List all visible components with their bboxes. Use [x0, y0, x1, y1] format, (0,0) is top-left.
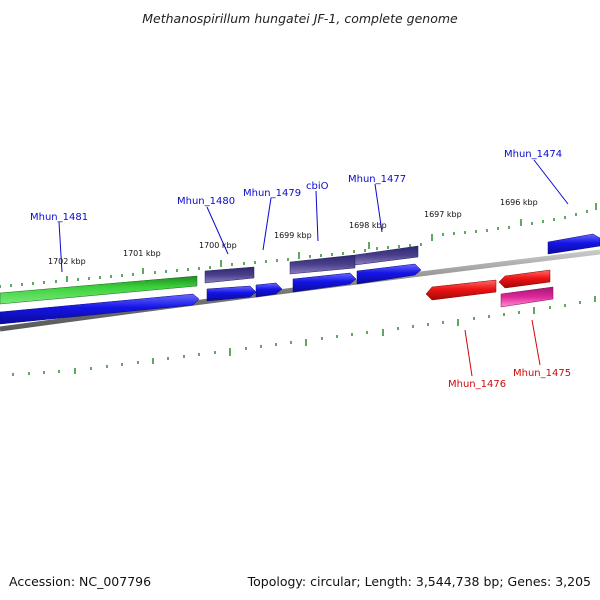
gene-label-cbio[interactable]: cbiO [306, 181, 329, 192]
kbp-label-1698: 1698 kbp [349, 221, 387, 230]
kbp-label-1699: 1699 kbp [274, 231, 312, 240]
cds-arrow-mhun-1480[interactable] [204, 266, 255, 284]
kbp-label-1700: 1700 kbp [199, 241, 237, 250]
genome-summary-text: Topology: circular; Length: 3,544,738 bp… [247, 574, 591, 589]
kbp-label-1697: 1697 kbp [424, 210, 462, 219]
cds-arrow-mhun-1474[interactable] [547, 233, 600, 255]
cds-arrow-blue-left[interactable] [0, 293, 200, 325]
kbp-label-1701: 1701 kbp [123, 249, 161, 258]
cds-arrow-mhun-1475-red[interactable] [498, 269, 551, 289]
gene-label-mhun-1474[interactable]: Mhun_1474 [504, 149, 562, 160]
gene-label-mhun-1476[interactable]: Mhun_1476 [448, 379, 506, 390]
cds-arrow-mhun-1477-blue[interactable] [356, 263, 422, 285]
cds-arrow-mhun-1477[interactable] [354, 245, 419, 266]
cds-arrow-mhun-1481[interactable] [0, 275, 198, 305]
cds-arrow-mhun-1479[interactable] [255, 282, 283, 298]
accession-text: Accession: NC_007796 [9, 574, 151, 589]
gene-label-mhun-1480[interactable]: Mhun_1480 [177, 196, 235, 207]
cds-arrow-mhun-1476[interactable] [425, 279, 497, 301]
map-title: Methanospirillum hungatei JF-1, complete… [142, 11, 458, 26]
kbp-label-1702: 1702 kbp [48, 257, 86, 266]
leader-lines [58, 159, 569, 377]
cds-arrow-cbio-blue[interactable] [292, 272, 357, 293]
gene-label-mhun-1481[interactable]: Mhun_1481 [30, 212, 88, 223]
gene-label-mhun-1479[interactable]: Mhun_1479 [243, 188, 301, 199]
cds-arrow-mhun-1475[interactable] [500, 286, 554, 308]
cds-arrow-cbio[interactable] [289, 254, 356, 275]
kbp-label-1696: 1696 kbp [500, 198, 538, 207]
gene-label-mhun-1475[interactable]: Mhun_1475 [513, 368, 571, 379]
forward-tick-ruler [0, 203, 597, 288]
cds-arrow-mhun-1480-blue[interactable] [206, 285, 257, 302]
gene-label-mhun-1477[interactable]: Mhun_1477 [348, 174, 406, 185]
reverse-tick-ruler [12, 296, 596, 376]
